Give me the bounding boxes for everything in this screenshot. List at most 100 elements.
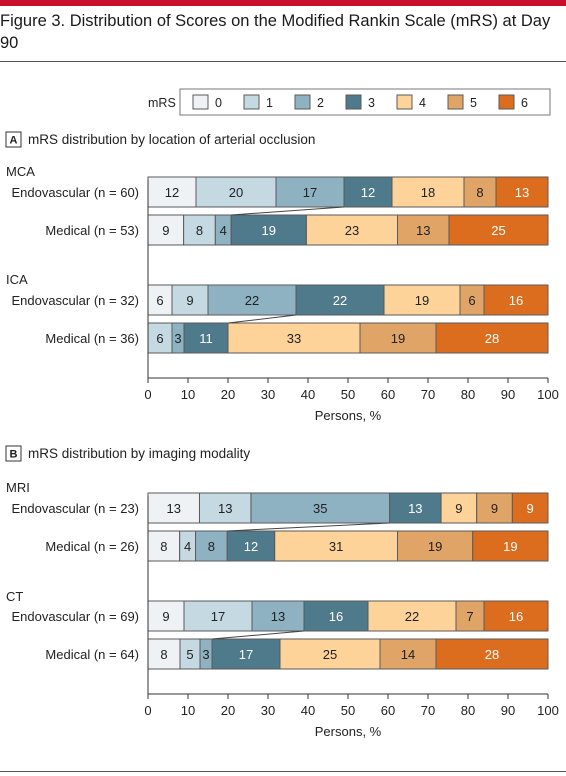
bar-segment	[198, 492, 252, 524]
panel-a-row-label: Medical (n = 36)	[45, 331, 139, 346]
legend-swatch-5	[447, 94, 464, 110]
bar-value-label: 3	[202, 647, 209, 662]
title-divider	[0, 61, 566, 62]
legend-label-3: 3	[368, 96, 375, 110]
bar-value-label: 8	[208, 539, 215, 554]
bar-segment	[511, 492, 549, 524]
bar-value-label: 23	[345, 223, 359, 238]
panel-b-x-axis-title: Persons, %	[315, 724, 382, 739]
bar-segment	[383, 284, 461, 316]
bar-value-label: 19	[428, 539, 442, 554]
bar-segment	[226, 530, 276, 562]
bar-value-label: 19	[262, 223, 276, 238]
panel-a-x-axis-title: Persons, %	[315, 408, 382, 423]
bar-value-label: 12	[361, 185, 375, 200]
bar-segment	[448, 214, 549, 246]
x-tick-label: 70	[421, 387, 435, 402]
bar-value-label: 7	[466, 609, 473, 624]
bar-segment	[171, 284, 209, 316]
panel-a-group-ica: ICA	[6, 272, 28, 287]
legend-swatch-0	[192, 94, 209, 110]
bar-value-label: 9	[527, 501, 534, 516]
bar-segment	[305, 214, 399, 246]
bar-value-label: 4	[184, 539, 191, 554]
bar-value-label: 8	[476, 185, 483, 200]
panel-a-row-label: Endovascular (n = 32)	[11, 293, 139, 308]
x-tick-label: 0	[144, 387, 151, 402]
panel-a-letter: A	[10, 135, 18, 147]
bar-value-label: 22	[245, 293, 259, 308]
bar-segment	[455, 600, 485, 632]
legend-swatch-3	[345, 94, 362, 110]
panel-b-row-label: Endovascular (n = 23)	[11, 501, 139, 516]
bar-segment	[389, 492, 442, 524]
bar-value-label: 9	[162, 609, 169, 624]
bar-segment	[183, 322, 229, 354]
legend-box	[179, 88, 551, 116]
bar-segment	[183, 214, 216, 246]
panel-a-letter-box	[5, 131, 22, 148]
bar-segment	[343, 176, 393, 208]
bar-segment	[207, 284, 297, 316]
bar-value-label: 19	[503, 539, 517, 554]
bar-value-label: 8	[196, 223, 203, 238]
bar-segment	[274, 530, 399, 562]
bar-connector-line	[231, 206, 345, 216]
bar-value-label: 3	[174, 331, 181, 346]
bar-value-label: 28	[485, 331, 499, 346]
x-tick-label: 40	[301, 703, 315, 718]
x-tick-label: 10	[181, 703, 195, 718]
x-tick-label: 30	[261, 387, 275, 402]
bar-value-label: 35	[313, 501, 327, 516]
legend-swatch-2	[294, 94, 311, 110]
legend-label-1: 1	[266, 96, 273, 110]
x-tick-label: 80	[461, 387, 475, 402]
legend-swatch-1	[243, 94, 260, 110]
bar-segment	[195, 176, 277, 208]
bar-value-label: 17	[303, 185, 317, 200]
x-tick-label: 60	[381, 703, 395, 718]
bar-value-label: 13	[167, 501, 181, 516]
x-tick-label: 30	[261, 703, 275, 718]
title-accent-bar	[0, 0, 566, 6]
bar-value-label: 9	[491, 501, 498, 516]
bar-value-label: 31	[329, 539, 343, 554]
bar-value-label: 11	[199, 331, 213, 346]
bar-value-label: 16	[509, 609, 523, 624]
bar-value-label: 16	[329, 609, 343, 624]
panel-b-letter: B	[10, 449, 18, 461]
bar-value-label: 5	[186, 647, 193, 662]
bar-segment	[472, 530, 549, 562]
legend-title: mRS	[148, 96, 176, 110]
x-tick-label: 40	[301, 387, 315, 402]
x-tick-label: 10	[181, 387, 195, 402]
bar-value-label: 9	[186, 293, 193, 308]
bar-segment	[359, 322, 437, 354]
legend-label-2: 2	[317, 96, 324, 110]
bar-segment	[463, 176, 497, 208]
panel-b-row-label: Medical (n = 64)	[45, 647, 139, 662]
bar-value-label: 19	[391, 331, 405, 346]
legend-swatch-4	[396, 94, 413, 110]
bar-connector-line	[227, 314, 297, 324]
bar-value-label: 25	[491, 223, 505, 238]
x-tick-label: 20	[221, 703, 235, 718]
bar-segment	[483, 600, 549, 632]
panel-b-group-mri: MRI	[6, 480, 30, 495]
bar-segment	[147, 284, 173, 316]
bar-segment	[251, 600, 305, 632]
bar-value-label: 6	[468, 293, 475, 308]
x-tick-label: 90	[501, 703, 515, 718]
panel-a-row-label: Medical (n = 53)	[45, 223, 139, 238]
bar-value-label: 13	[408, 501, 422, 516]
bar-value-label: 28	[485, 647, 499, 662]
bar-value-label: 17	[239, 647, 253, 662]
bar-value-label: 12	[165, 185, 179, 200]
bar-value-label: 33	[287, 331, 301, 346]
bar-value-label: 6	[156, 331, 163, 346]
panel-b-row-label: Medical (n = 26)	[45, 539, 139, 554]
x-tick-label: 100	[537, 387, 559, 402]
bar-value-label: 16	[509, 293, 523, 308]
bar-value-label: 14	[401, 647, 415, 662]
bar-value-label: 13	[271, 609, 285, 624]
